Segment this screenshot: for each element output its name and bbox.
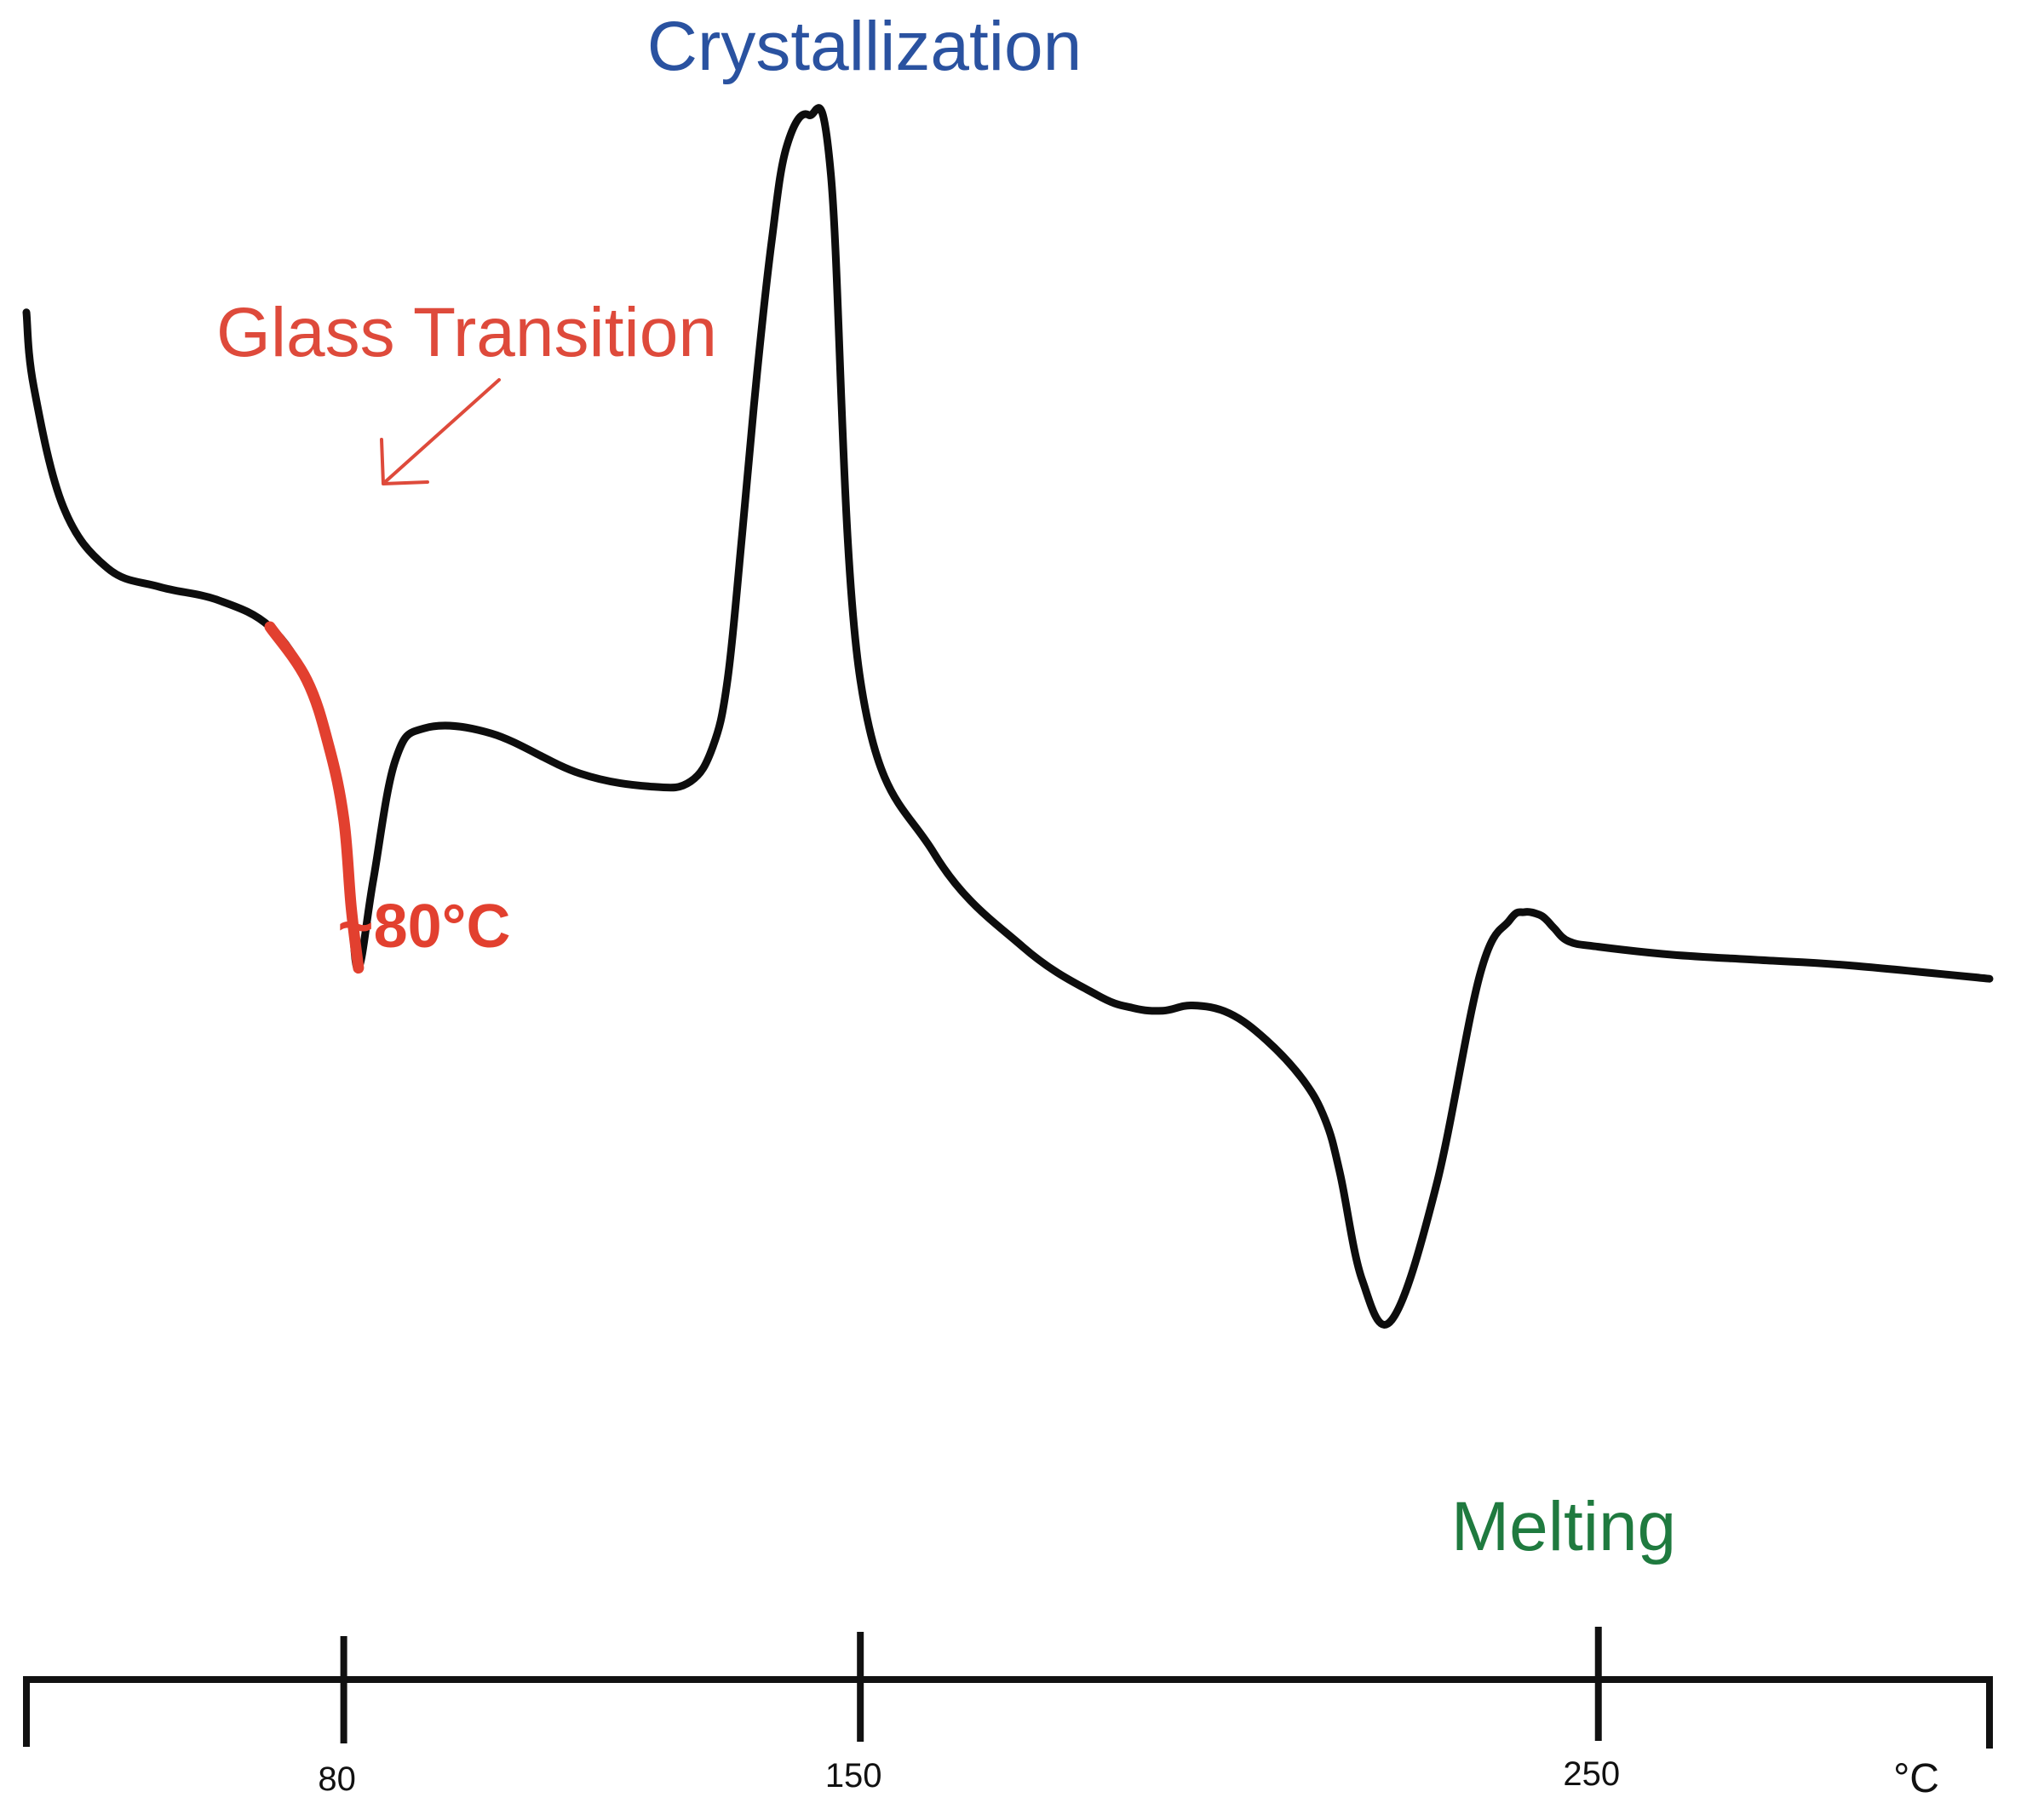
glass-transition-arrow — [380, 378, 501, 485]
melting-label: Melting — [1451, 1488, 1676, 1565]
crystallization-label: Crystallization — [647, 8, 1082, 85]
x-axis-unit-label: °C — [1893, 1756, 1939, 1801]
x-axis: 80 150 250 °C — [23, 1627, 1993, 1801]
x-tick-label: 80 — [318, 1760, 356, 1798]
x-tick-label: 150 — [825, 1757, 882, 1795]
x-tick-label: 250 — [1563, 1755, 1620, 1793]
transition-temperature-label: ~80°C — [338, 893, 511, 961]
x-axis-line — [23, 1676, 1993, 1749]
glass-transition-label: Glass Transition — [216, 294, 717, 371]
glass-transition-highlight — [264, 621, 365, 974]
